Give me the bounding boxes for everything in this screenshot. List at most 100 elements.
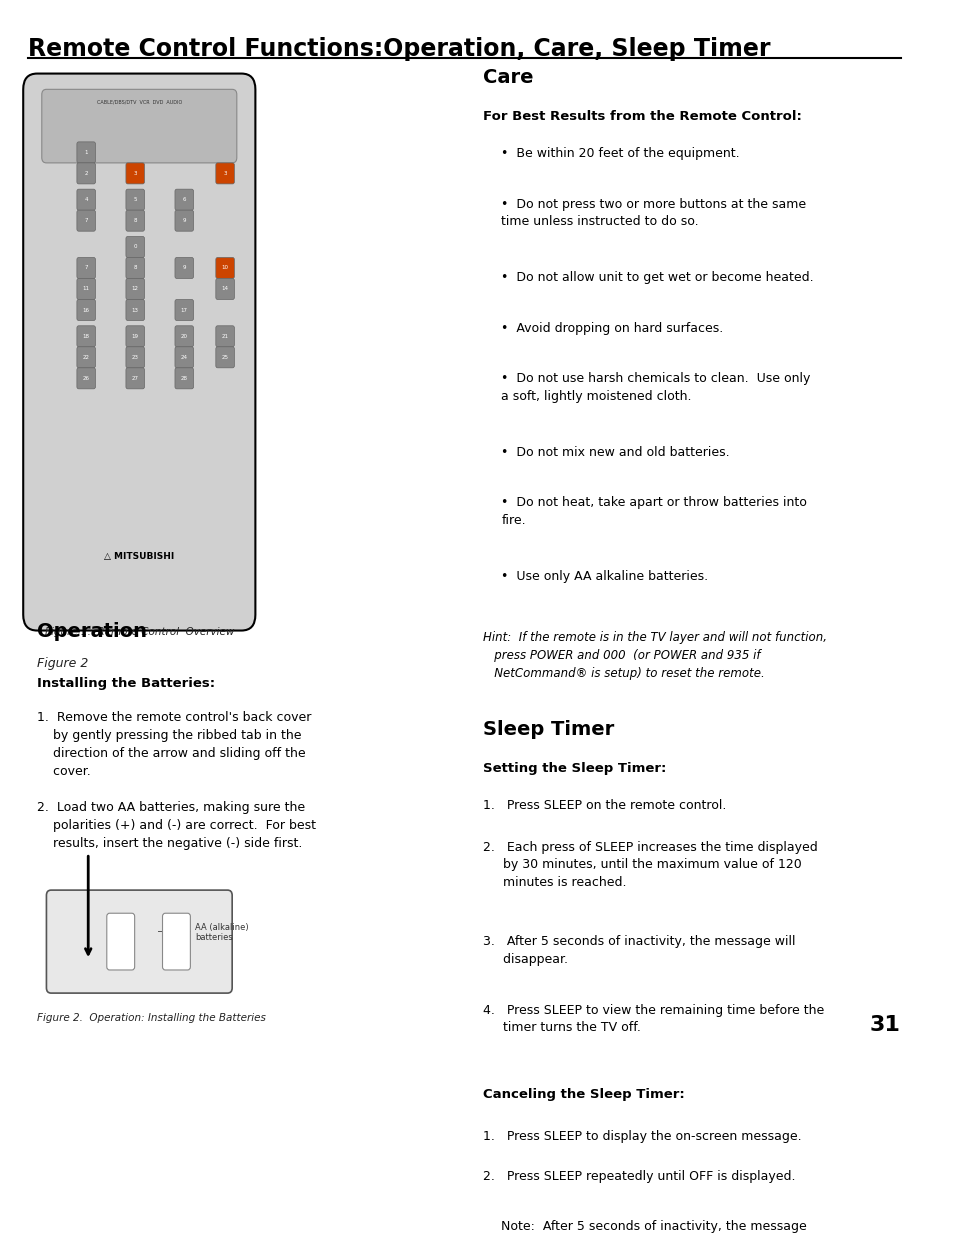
Text: 2.   Each press of SLEEP increases the time displayed
     by 30 minutes, until : 2. Each press of SLEEP increases the tim… [482,841,817,889]
FancyBboxPatch shape [126,347,144,368]
Text: 18: 18 [83,333,90,338]
Text: Remote Control Functions:Operation, Care, Sleep Timer: Remote Control Functions:Operation, Care… [28,37,770,61]
FancyBboxPatch shape [174,347,193,368]
FancyBboxPatch shape [107,913,134,969]
Text: •  Do not press two or more buttons at the same
time unless instructed to do so.: • Do not press two or more buttons at th… [501,198,805,228]
FancyBboxPatch shape [126,326,144,347]
Text: •  Avoid dropping on hard surfaces.: • Avoid dropping on hard surfaces. [501,321,723,335]
Text: 7: 7 [85,266,88,270]
Text: CABLE/DBS/DTV  VCR  DVD  AUDIO: CABLE/DBS/DTV VCR DVD AUDIO [96,100,182,105]
FancyBboxPatch shape [215,278,234,300]
FancyBboxPatch shape [174,368,193,389]
Text: 5: 5 [133,198,137,203]
Text: Note:  After 5 seconds of inactivity, the message
box disappears.: Note: After 5 seconds of inactivity, the… [501,1220,806,1235]
FancyBboxPatch shape [174,326,193,347]
FancyBboxPatch shape [42,89,236,163]
FancyBboxPatch shape [126,163,144,184]
Text: 1.   Press SLEEP to display the on-screen message.: 1. Press SLEEP to display the on-screen … [482,1130,801,1142]
Text: 2.  Load two AA batteries, making sure the
    polarities (+) and (-) are correc: 2. Load two AA batteries, making sure th… [37,800,315,850]
Text: 1.   Press SLEEP on the remote control.: 1. Press SLEEP on the remote control. [482,799,725,811]
FancyBboxPatch shape [126,368,144,389]
Text: 2: 2 [85,170,88,175]
FancyBboxPatch shape [174,189,193,210]
Text: •  Do not heat, take apart or throw batteries into
fire.: • Do not heat, take apart or throw batte… [501,496,806,526]
Text: 1: 1 [85,149,88,154]
Text: Figure 2.  Operation: Installing the Batteries: Figure 2. Operation: Installing the Batt… [37,1013,266,1023]
Text: Sleep Timer: Sleep Timer [482,720,614,739]
FancyBboxPatch shape [77,163,95,184]
FancyBboxPatch shape [126,189,144,210]
Text: Operation: Operation [37,622,147,641]
Text: 23: 23 [132,354,138,359]
Text: 13: 13 [132,308,138,312]
Text: 3: 3 [223,170,227,175]
Text: 9: 9 [182,266,186,270]
FancyBboxPatch shape [77,368,95,389]
Text: 28: 28 [180,375,188,380]
Text: 4: 4 [85,198,88,203]
Text: 7: 7 [85,219,88,224]
Text: •  Use only AA alkaline batteries.: • Use only AA alkaline batteries. [501,569,708,583]
Text: 14: 14 [221,287,229,291]
Text: 24: 24 [180,354,188,359]
FancyBboxPatch shape [174,210,193,231]
FancyBboxPatch shape [77,142,95,163]
Text: 0: 0 [133,245,137,249]
FancyBboxPatch shape [215,163,234,184]
FancyBboxPatch shape [126,278,144,300]
Text: 12: 12 [132,287,138,291]
Text: △ MITSUBISHI: △ MITSUBISHI [104,552,174,562]
FancyBboxPatch shape [126,257,144,278]
Text: Canceling the Sleep Timer:: Canceling the Sleep Timer: [482,1088,684,1100]
Text: 16: 16 [83,308,90,312]
FancyBboxPatch shape [77,210,95,231]
Text: •  Do not mix new and old batteries.: • Do not mix new and old batteries. [501,446,729,458]
Text: 3.   After 5 seconds of inactivity, the message will
     disappear.: 3. After 5 seconds of inactivity, the me… [482,935,795,966]
FancyBboxPatch shape [126,236,144,257]
Text: 19: 19 [132,333,138,338]
Text: Hint:  If the remote is in the TV layer and will not function,
   press POWER an: Hint: If the remote is in the TV layer a… [482,631,826,679]
Text: 27: 27 [132,375,138,380]
Text: 25: 25 [221,354,229,359]
FancyBboxPatch shape [77,189,95,210]
Text: 11: 11 [83,287,90,291]
Text: •  Do not allow unit to get wet or become heated.: • Do not allow unit to get wet or become… [501,272,813,284]
Text: 1.  Remove the remote control's back cover
    by gently pressing the ribbed tab: 1. Remove the remote control's back cove… [37,711,312,778]
Text: 9: 9 [182,219,186,224]
FancyBboxPatch shape [174,300,193,321]
FancyBboxPatch shape [77,257,95,278]
Text: Figure 2: Figure 2 [37,657,89,669]
FancyBboxPatch shape [126,300,144,321]
Text: Figure 1.  Remote Control  Overview: Figure 1. Remote Control Overview [45,627,233,637]
FancyBboxPatch shape [47,890,232,993]
Text: •  Do not use harsh chemicals to clean.  Use only
a soft, lightly moistened clot: • Do not use harsh chemicals to clean. U… [501,372,810,403]
Text: 8: 8 [133,219,137,224]
Text: 21: 21 [221,333,229,338]
Text: 4.   Press SLEEP to view the remaining time before the
     timer turns the TV o: 4. Press SLEEP to view the remaining tim… [482,1004,823,1034]
Text: •  Be within 20 feet of the equipment.: • Be within 20 feet of the equipment. [501,147,740,161]
Text: 17: 17 [180,308,188,312]
FancyBboxPatch shape [77,326,95,347]
FancyBboxPatch shape [174,257,193,278]
Text: 26: 26 [83,375,90,380]
FancyBboxPatch shape [126,210,144,231]
Text: AA (alkaline)
batteries: AA (alkaline) batteries [194,923,249,942]
Text: 20: 20 [180,333,188,338]
Text: Setting the Sleep Timer:: Setting the Sleep Timer: [482,762,665,774]
Text: Care: Care [482,68,533,88]
FancyBboxPatch shape [215,257,234,278]
FancyBboxPatch shape [162,913,191,969]
Text: 2.   Press SLEEP repeatedly until OFF is displayed.: 2. Press SLEEP repeatedly until OFF is d… [482,1170,795,1183]
Text: 31: 31 [869,1015,900,1035]
FancyBboxPatch shape [23,74,255,631]
FancyBboxPatch shape [77,278,95,300]
Text: For Best Results from the Remote Control:: For Best Results from the Remote Control… [482,110,801,124]
Text: Installing the Batteries:: Installing the Batteries: [37,677,215,690]
FancyBboxPatch shape [215,347,234,368]
FancyBboxPatch shape [215,326,234,347]
Text: 8: 8 [133,266,137,270]
FancyBboxPatch shape [77,347,95,368]
FancyBboxPatch shape [77,300,95,321]
Text: 6: 6 [182,198,186,203]
Text: 10: 10 [221,266,229,270]
